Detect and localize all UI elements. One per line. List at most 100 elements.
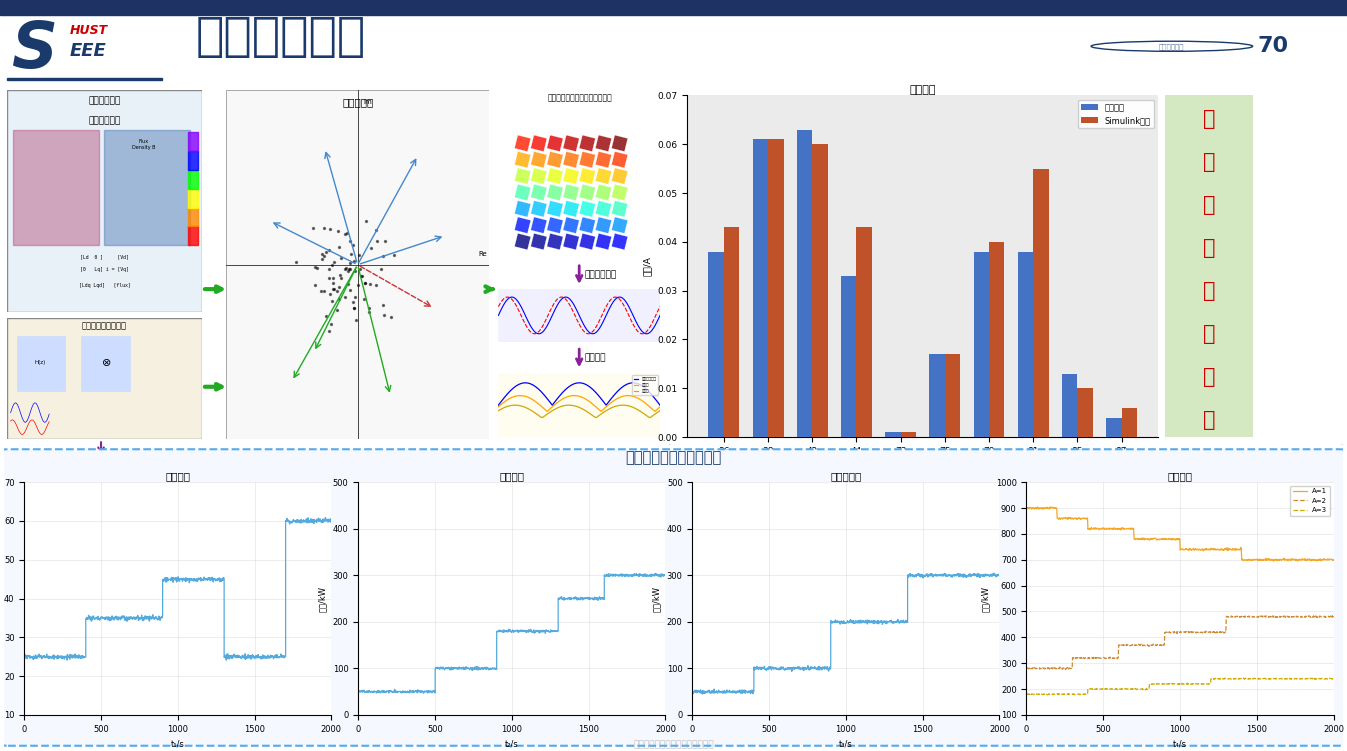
Point	[318, 263, 339, 275]
Point	[307, 262, 329, 274]
Text: 70: 70	[1257, 36, 1289, 56]
Bar	[189, 226, 198, 245]
Bar	[768, 140, 784, 437]
齿损耗	[647, 407, 663, 416]
Polygon shape	[579, 168, 595, 184]
Point	[329, 269, 350, 281]
A=3	[1206, 674, 1222, 683]
A=3	[1284, 675, 1300, 684]
A=1	[1018, 503, 1034, 512]
Text: [0   Lq] i = [Vq]: [0 Lq] i = [Vq]	[79, 267, 129, 273]
Polygon shape	[547, 201, 563, 217]
Legend: 铁心损耗合计, 齿损耗, 轭损耗: 铁心损耗合计, 齿损耗, 轭损耗	[632, 376, 657, 395]
Bar	[812, 144, 827, 437]
Line: A=2: A=2	[1026, 616, 1334, 670]
A=3	[1325, 674, 1342, 683]
Y-axis label: 铁损/kW: 铁损/kW	[981, 586, 990, 611]
A=2	[1325, 612, 1342, 621]
Polygon shape	[531, 201, 547, 217]
铁心损耗合计	[645, 392, 661, 401]
A=2	[1197, 628, 1214, 637]
轭损耗	[643, 413, 659, 422]
齿损耗	[652, 403, 668, 412]
A=1	[1284, 554, 1300, 563]
Text: 析: 析	[1203, 324, 1215, 344]
齿损耗	[577, 394, 593, 403]
Text: ⊗: ⊗	[101, 357, 110, 368]
铁心损耗合计	[641, 387, 657, 396]
Point	[343, 291, 365, 303]
轭损耗	[529, 410, 546, 419]
Point	[360, 242, 381, 254]
Bar	[189, 207, 198, 226]
Point	[342, 239, 364, 251]
Point	[339, 257, 361, 269]
Title: 谐波电流: 谐波电流	[909, 85, 936, 95]
Polygon shape	[547, 184, 563, 201]
Point	[383, 249, 404, 261]
Point	[342, 296, 364, 308]
Point	[337, 265, 358, 277]
Point	[321, 259, 342, 271]
Point	[323, 283, 345, 295]
Bar	[1018, 252, 1033, 437]
Point	[304, 261, 326, 273]
Point	[339, 264, 361, 276]
Bar	[1122, 408, 1137, 437]
齿损耗	[539, 407, 555, 416]
Polygon shape	[563, 168, 579, 184]
Text: [Ld  0 ]     [Vd]: [Ld 0 ] [Vd]	[79, 254, 129, 259]
Text: 华中科技大学: 华中科技大学	[1160, 43, 1184, 50]
Polygon shape	[531, 168, 547, 184]
Text: 考虑交叉饱和特性的电参数辨识: 考虑交叉饱和特性的电参数辨识	[547, 94, 613, 103]
Polygon shape	[547, 152, 563, 168]
Bar	[1078, 388, 1092, 437]
齿损耗	[490, 403, 506, 412]
Title: 总铁损耗: 总铁损耗	[1168, 472, 1192, 481]
Polygon shape	[612, 168, 628, 184]
A=1	[1197, 546, 1214, 555]
Bar	[841, 276, 857, 437]
Point	[366, 235, 388, 247]
Point	[335, 262, 357, 274]
Line: 轭损耗: 轭损耗	[498, 406, 660, 418]
Polygon shape	[515, 168, 531, 184]
Polygon shape	[563, 152, 579, 168]
Point	[343, 302, 365, 314]
Bar	[929, 354, 944, 437]
Point	[314, 285, 335, 297]
Point	[338, 235, 360, 247]
Line: 铁心损耗合计: 铁心损耗合计	[498, 383, 660, 405]
Point	[373, 309, 395, 321]
A=2	[1057, 665, 1074, 674]
Polygon shape	[563, 135, 579, 152]
轭损耗	[589, 413, 605, 422]
Point	[345, 313, 366, 325]
Bar	[0, 0, 1347, 15]
Text: 交叉饱和特性: 交叉饱和特性	[89, 97, 120, 106]
Text: 相位补偿小信号注入: 相位补偿小信号注入	[82, 321, 127, 330]
A=1	[1041, 502, 1057, 511]
Bar	[1061, 373, 1078, 437]
Legend: 解析预测, Simulink仿真: 解析预测, Simulink仿真	[1078, 100, 1154, 128]
Point	[334, 291, 356, 303]
Point	[337, 278, 358, 290]
Line: A=3: A=3	[1026, 678, 1334, 695]
Point	[354, 277, 376, 289]
Text: EEE: EEE	[70, 42, 106, 60]
X-axis label: t₂/s: t₂/s	[505, 739, 519, 748]
Bar	[16, 336, 65, 391]
X-axis label: t₃/s: t₃/s	[839, 739, 853, 748]
Polygon shape	[612, 217, 628, 234]
Line: 齿损耗: 齿损耗	[498, 396, 660, 412]
Point	[348, 279, 369, 291]
FancyBboxPatch shape	[1, 449, 1346, 746]
Point	[356, 215, 377, 227]
Polygon shape	[547, 168, 563, 184]
Polygon shape	[595, 217, 612, 234]
铁心损耗合计	[589, 388, 605, 397]
Text: 测: 测	[1203, 410, 1215, 430]
Bar	[723, 227, 740, 437]
Legend: A=1, A=2, A=3: A=1, A=2, A=3	[1290, 486, 1329, 516]
Text: [Ldq Lqd]   [flux]: [Ldq Lqd] [flux]	[78, 283, 131, 288]
